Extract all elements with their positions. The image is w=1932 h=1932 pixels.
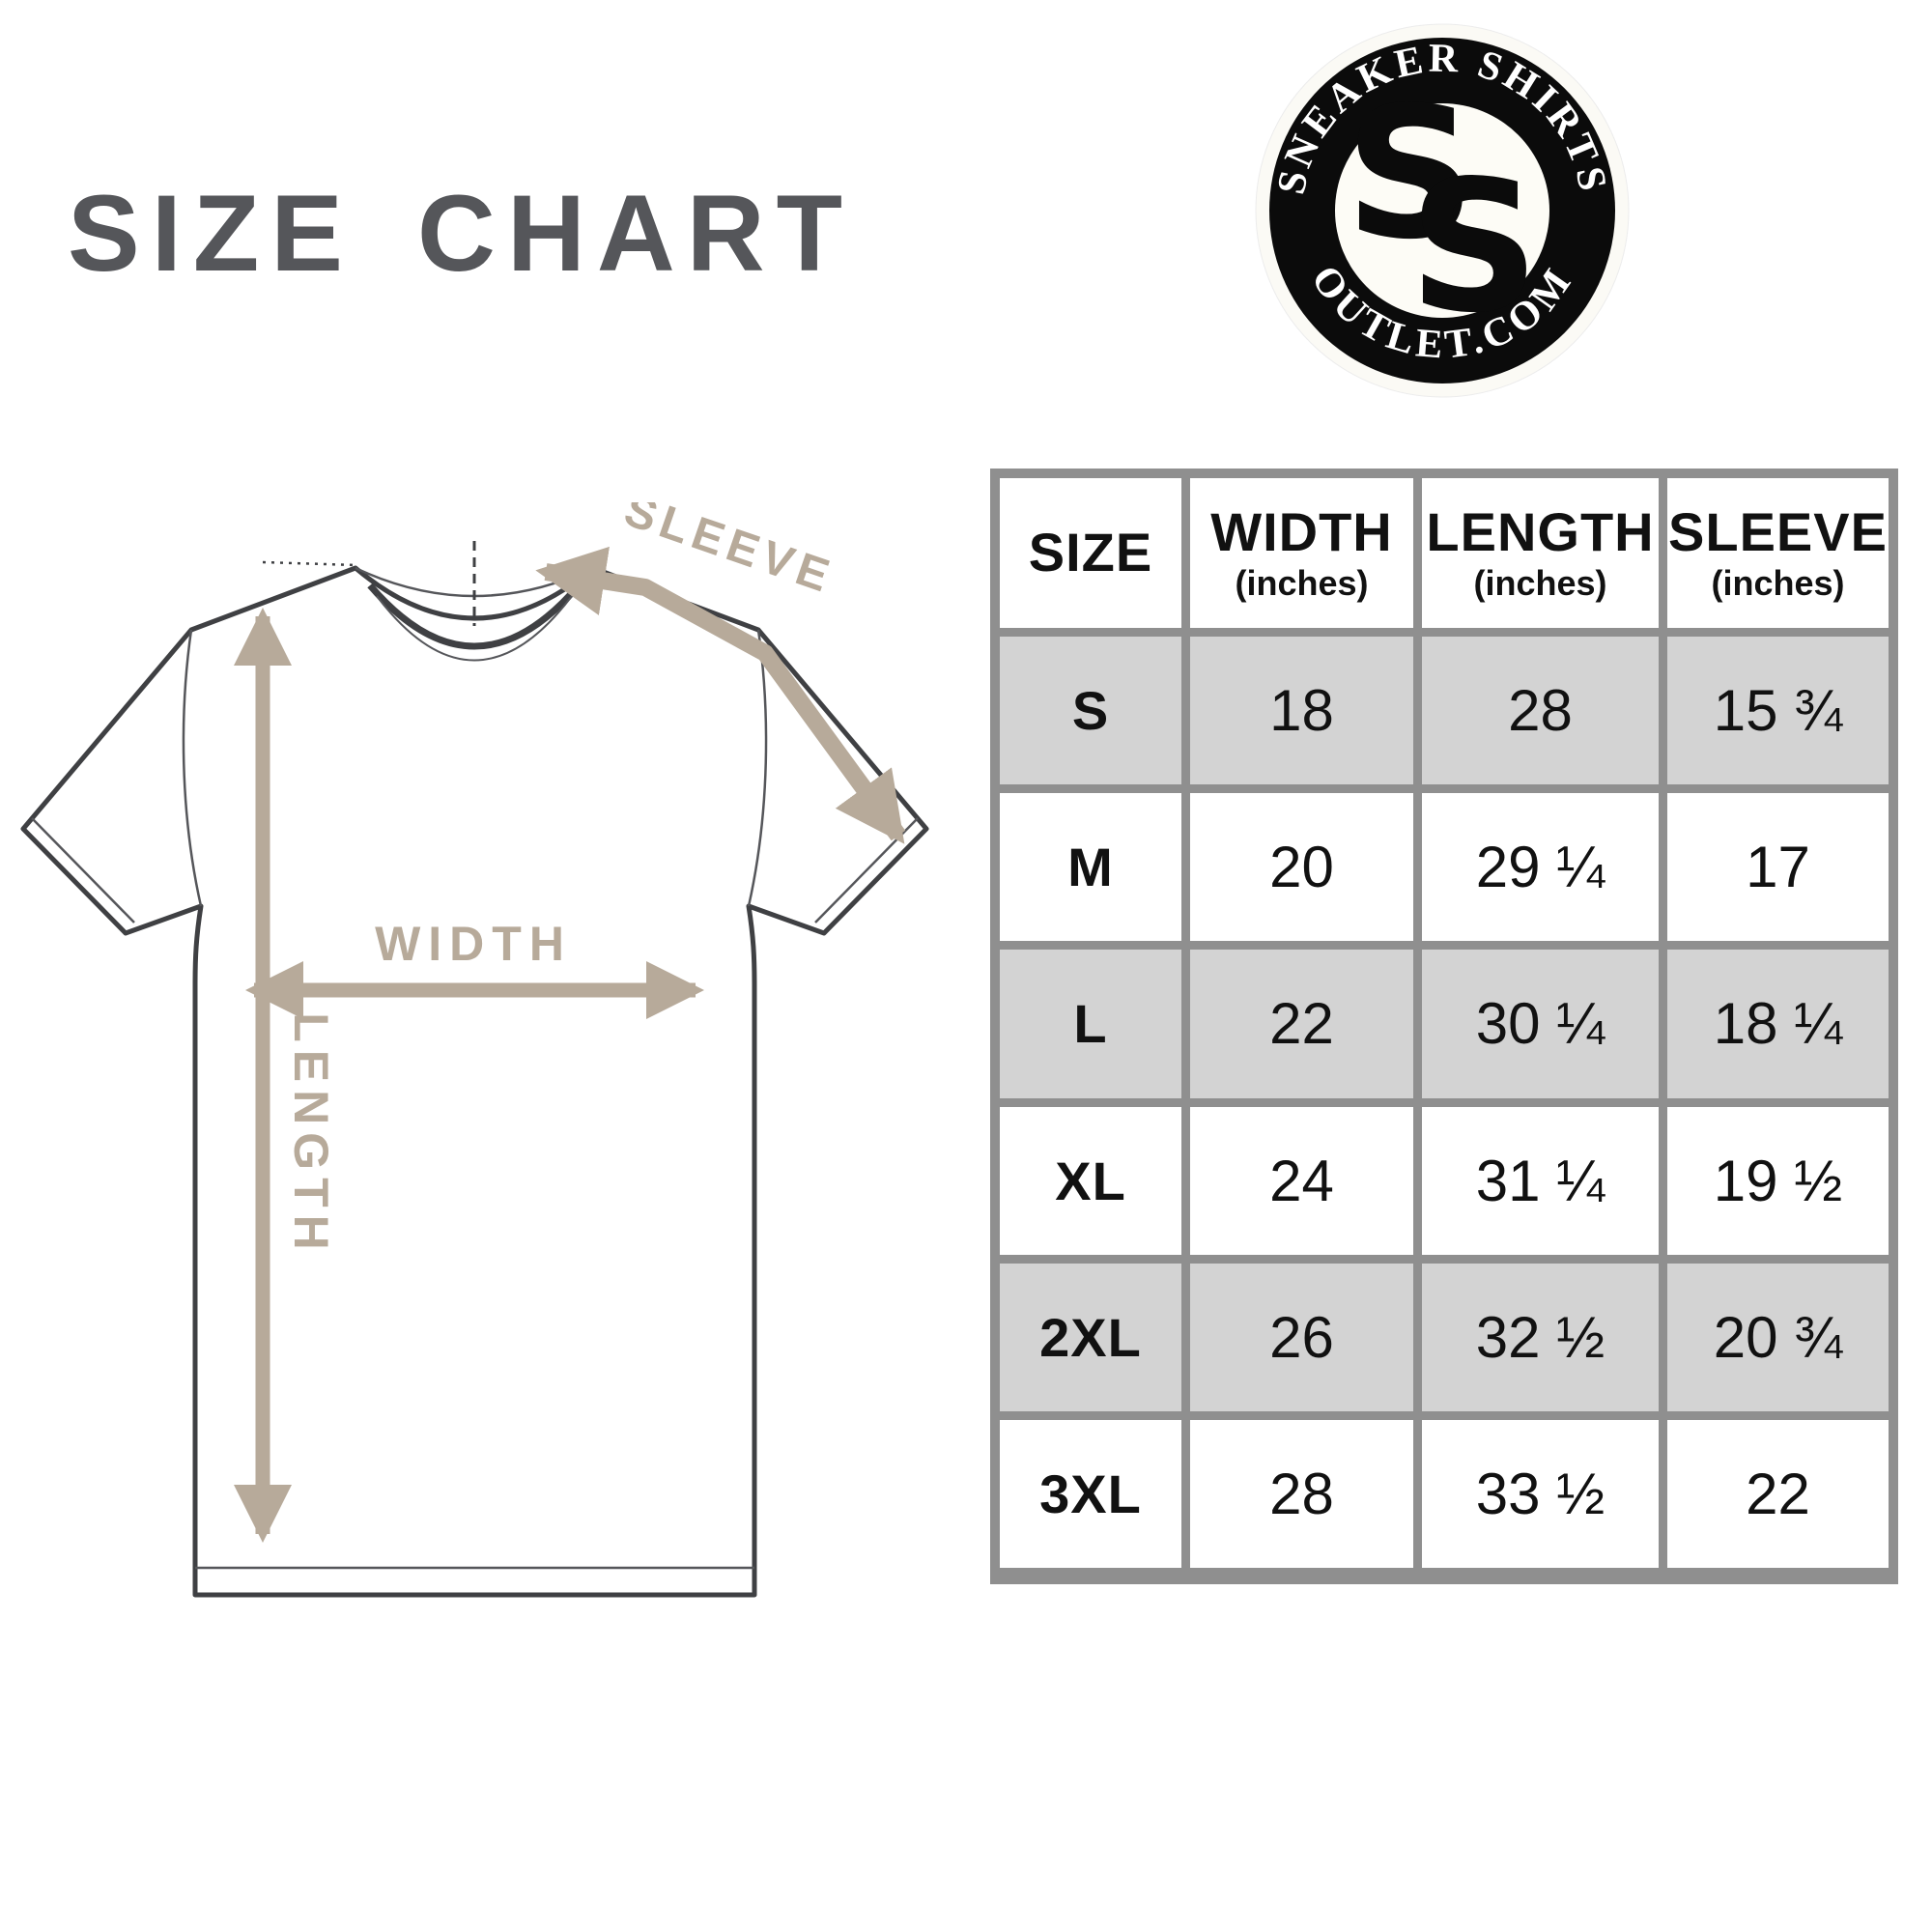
monogram-s-top: S [1345, 69, 1475, 280]
size-cell: 2XL [1000, 1263, 1181, 1411]
width-cell: 20 [1190, 793, 1413, 942]
header-cell-width: WIDTH (inches) [1190, 478, 1413, 628]
size-table: SIZE WIDTH (inches) LENGTH (inches) SLEE… [990, 469, 1898, 1584]
header-cell-length: LENGTH (inches) [1422, 478, 1659, 628]
width-cell: 28 [1190, 1419, 1413, 1569]
page-title: SIZE CHART [68, 173, 854, 294]
size-cell: XL [1000, 1106, 1181, 1255]
sleeve-arrow [535, 546, 906, 844]
shoulder-dotted-guide [262, 560, 356, 567]
sleeve-cell: 19 ½ [1667, 1106, 1889, 1255]
brand-logo: SNEAKER SHIRTS OUTLET.COM S S [1255, 23, 1630, 398]
unit-label: (inches) [1473, 563, 1607, 603]
logo-inner-circle [1335, 103, 1549, 318]
monogram-s-bottom: S [1408, 142, 1539, 354]
length-cell: 30 ¼ [1422, 950, 1659, 1098]
size-cell: L [1000, 950, 1181, 1098]
header-size-label: SIZE [1028, 522, 1153, 583]
length-cell: 31 ¼ [1422, 1106, 1659, 1255]
length-cell: 29 ¼ [1422, 793, 1659, 942]
length-cell: 33 ½ [1422, 1419, 1659, 1569]
width-cell: 26 [1190, 1263, 1413, 1411]
header-cell-sleeve: SLEEVE (inches) [1667, 478, 1889, 628]
tshirt-outline [20, 565, 929, 1598]
header-width-label: WIDTH [1210, 501, 1393, 563]
logo-ss-monogram: S S [1345, 69, 1539, 354]
size-cell: 3XL [1000, 1419, 1181, 1569]
size-cell: M [1000, 793, 1181, 942]
header-sleeve-label: SLEEVE [1668, 501, 1888, 563]
width-cell: 24 [1190, 1106, 1413, 1255]
size-cell: S [1000, 637, 1181, 785]
header-length-label: LENGTH [1426, 501, 1655, 563]
width-cell: 18 [1190, 637, 1413, 785]
width-cell: 22 [1190, 950, 1413, 1098]
length-label: LENGTH [284, 1012, 338, 1258]
sleeve-cell: 22 [1667, 1419, 1889, 1569]
header-cell-size: SIZE [1000, 478, 1181, 628]
length-cell: 32 ½ [1422, 1263, 1659, 1411]
left-sleeve-seam [182, 629, 203, 907]
length-cell: 28 [1422, 637, 1659, 785]
tshirt-measurement-diagram: WIDTH LENGTH SLEEVE [20, 502, 929, 1598]
unit-label: (inches) [1235, 563, 1369, 603]
left-cuff-stitch [31, 817, 135, 923]
sleeve-cell: 15 ¾ [1667, 637, 1889, 785]
unit-label: (inches) [1711, 563, 1845, 603]
width-label: WIDTH [375, 917, 572, 971]
sleeve-cell: 17 [1667, 793, 1889, 942]
sleeve-cell: 18 ¼ [1667, 950, 1889, 1098]
sleeve-cell: 20 ¾ [1667, 1263, 1889, 1411]
